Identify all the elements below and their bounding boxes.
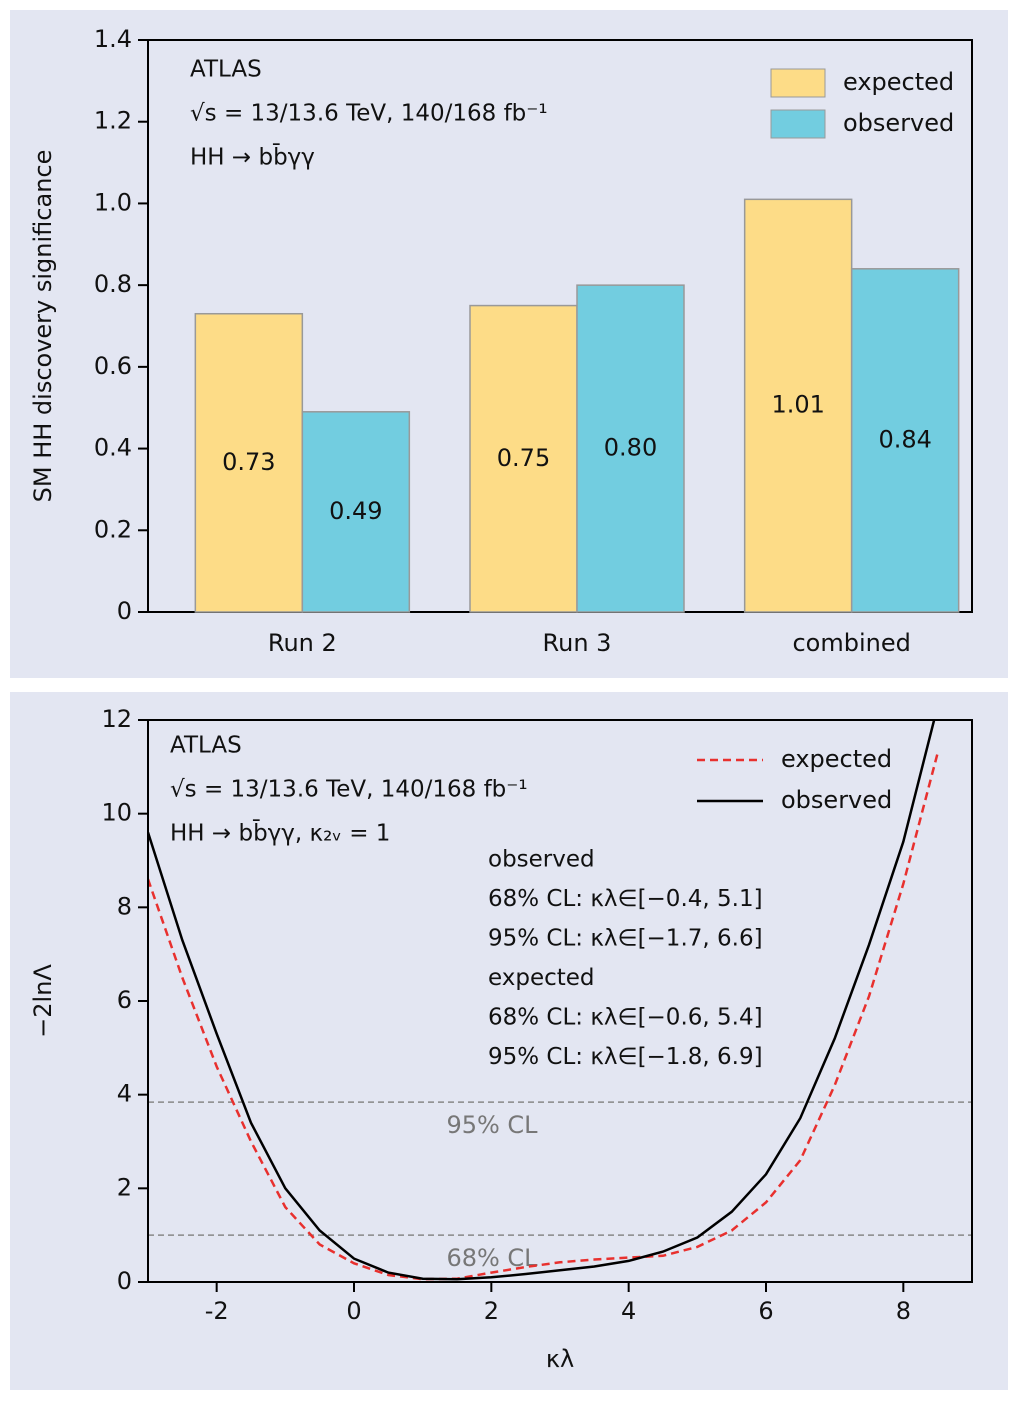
annotation: √s = 13/13.6 TeV, 140/168 fb⁻¹ <box>170 777 528 803</box>
interval-note: expected <box>488 965 595 991</box>
x-tick-label: combined <box>792 629 910 657</box>
legend-label: expected <box>843 68 954 96</box>
bar <box>469 304 578 613</box>
interval-note: 68% CL: κλ∈[−0.4, 5.1] <box>488 886 763 912</box>
value-label: 1.01 <box>771 391 824 419</box>
plot-area <box>147 719 973 1283</box>
legend-swatch <box>770 109 826 139</box>
reference-label: 68% CL <box>446 1244 538 1272</box>
y-tick-label: 0.6 <box>94 352 132 380</box>
y-tick-label: 1.4 <box>94 25 132 53</box>
y-tick-label: 8 <box>117 892 132 920</box>
y-tick-label: 12 <box>101 705 132 733</box>
annotation: HH → bb̄γγ <box>190 142 315 170</box>
y-tick-label: 0.2 <box>94 515 132 543</box>
bar <box>301 411 411 613</box>
x-tick-label: -2 <box>205 1297 229 1325</box>
legend-label: observed <box>843 109 954 137</box>
lines <box>148 720 939 1281</box>
value-label: 0.75 <box>497 444 550 472</box>
x-tick-label: 2 <box>484 1297 499 1325</box>
y-axis-label: −2lnΛ <box>29 964 57 1038</box>
bar <box>743 198 853 613</box>
y-axis-label: SM HH discovery significance <box>29 150 57 503</box>
x-tick-label: Run 3 <box>543 629 612 657</box>
line <box>148 720 936 1281</box>
interval-note: 95% CL: κλ∈[−1.8, 6.9] <box>488 1044 763 1070</box>
annotation: √s = 13/13.6 TeV, 140/168 fb⁻¹ <box>190 101 548 127</box>
annotation: HH → bb̄γγ, κ₂ᵥ = 1 <box>170 818 390 846</box>
y-tick-label: 6 <box>117 986 132 1014</box>
y-tick-label: 2 <box>117 1173 132 1201</box>
x-tick-label: Run 2 <box>268 629 337 657</box>
annotation: ATLAS <box>170 733 242 759</box>
legend-label: expected <box>781 745 892 773</box>
value-label: 0.84 <box>878 425 931 453</box>
y-tick-label: 0 <box>117 1267 132 1295</box>
annotation: ATLAS <box>190 57 262 83</box>
interval-note: 68% CL: κλ∈[−0.6, 5.4] <box>488 1005 763 1031</box>
y-tick-label: 0.8 <box>94 270 132 298</box>
value-label: 0.80 <box>604 434 657 462</box>
interval-note: observed <box>488 847 595 873</box>
panel <box>10 692 1008 1390</box>
bar <box>576 284 685 613</box>
legend-label: observed <box>781 786 892 814</box>
value-label: 0.49 <box>329 497 382 525</box>
y-tick-label: 4 <box>117 1080 132 1108</box>
legend-swatch <box>770 68 826 98</box>
y-tick-label: 10 <box>101 799 132 827</box>
x-tick-label: 6 <box>758 1297 773 1325</box>
y-tick-label: 0.4 <box>94 434 132 462</box>
y-tick-label: 1.0 <box>94 188 132 216</box>
x-tick-label: 8 <box>896 1297 911 1325</box>
line <box>148 752 939 1281</box>
y-tick-label: 1.2 <box>94 107 132 135</box>
bar <box>194 312 304 613</box>
value-label: 0.73 <box>222 448 275 476</box>
reference-label: 95% CL <box>446 1111 538 1139</box>
y-tick-label: 0 <box>117 597 132 625</box>
bar <box>850 268 960 613</box>
x-axis-label: κλ <box>546 1345 574 1373</box>
interval-note: 95% CL: κλ∈[−1.7, 6.6] <box>488 926 763 952</box>
x-tick-label: 4 <box>621 1297 636 1325</box>
x-tick-label: 0 <box>346 1297 361 1325</box>
